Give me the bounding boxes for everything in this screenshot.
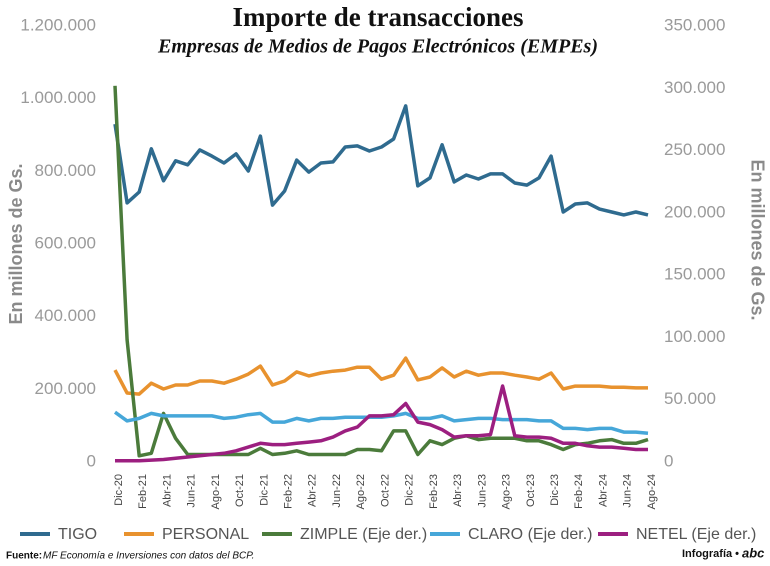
y2-tick-label: 0 xyxy=(664,451,673,470)
x-tick-label: Dic-21 xyxy=(258,474,270,506)
source-label: Fuente: xyxy=(6,551,42,562)
series-line xyxy=(113,85,649,458)
x-tick-label: Feb-22 xyxy=(282,474,294,509)
y2-tick-label: 100.000 xyxy=(664,327,725,346)
y-tick-label: 1.200.000 xyxy=(20,15,96,34)
x-tick-label: Abr-23 xyxy=(452,474,464,507)
chart-subtitle: Empresas de Medios de Pagos Electrónicos… xyxy=(157,36,598,58)
y-tick-label: 0 xyxy=(87,451,96,470)
legend-label: CLARO (Eje der.) xyxy=(468,526,592,543)
x-tick-label: Oct-21 xyxy=(234,474,246,507)
x-tick-label: Jun-22 xyxy=(331,474,343,508)
x-tick-label: Ago-23 xyxy=(501,474,513,509)
y2-axis-label: En millones de Gs. xyxy=(747,159,767,320)
y2-tick-label: 350.000 xyxy=(664,15,725,34)
x-tick-label: Ago-21 xyxy=(210,474,222,509)
x-tick-label: Feb-23 xyxy=(428,474,440,509)
x-tick-label: Abr-22 xyxy=(307,474,319,507)
y2-tick-label: 300.000 xyxy=(664,78,725,97)
series-line xyxy=(113,356,648,396)
legend-label: ZIMPLE (Eje der.) xyxy=(300,526,427,543)
x-tick-label: Abr-21 xyxy=(161,474,173,507)
legend-label: NETEL (Eje der.) xyxy=(636,526,756,543)
y2-tick-label: 250.000 xyxy=(664,140,725,159)
series-line xyxy=(115,384,648,463)
source: MF Economía e Inversiones con datos del … xyxy=(43,551,254,562)
y2-tick-label: 150.000 xyxy=(664,265,725,284)
x-tick-label: Dic-23 xyxy=(549,474,561,506)
credit: Infografía • xyxy=(682,548,739,560)
x-tick-label: Feb-21 xyxy=(137,474,149,509)
y2-tick-label: 50.000 xyxy=(664,389,716,408)
legend-label: PERSONAL xyxy=(162,526,249,543)
x-tick-label: Jun-24 xyxy=(622,474,634,508)
y-axis-label: En millones de Gs. xyxy=(6,163,26,324)
y-tick-label: 200.000 xyxy=(35,379,96,398)
series-line xyxy=(113,104,649,217)
x-tick-label: Oct-23 xyxy=(525,474,537,507)
y-tick-label: 400.000 xyxy=(35,306,96,325)
y2-tick-label: 200.000 xyxy=(664,202,725,221)
x-tick-label: Ago-24 xyxy=(646,474,658,509)
legend-label: TIGO xyxy=(58,526,97,543)
x-tick-label: Abr-24 xyxy=(597,474,609,507)
x-tick-label: Oct-22 xyxy=(379,474,391,507)
x-tick-label: Jun-21 xyxy=(186,474,198,508)
y-tick-label: 1.000.000 xyxy=(20,88,96,107)
y-tick-label: 600.000 xyxy=(35,233,96,252)
x-tick-label: Jun-23 xyxy=(476,474,488,508)
logo: abc xyxy=(742,545,765,560)
x-tick-label: Ago-22 xyxy=(355,474,367,509)
chart-title: Importe de transacciones xyxy=(233,2,524,32)
x-tick-label: Feb-24 xyxy=(573,474,585,509)
x-tick-label: Dic-20 xyxy=(113,474,125,506)
x-tick-label: Dic-22 xyxy=(404,474,416,506)
y-tick-label: 800.000 xyxy=(35,161,96,180)
